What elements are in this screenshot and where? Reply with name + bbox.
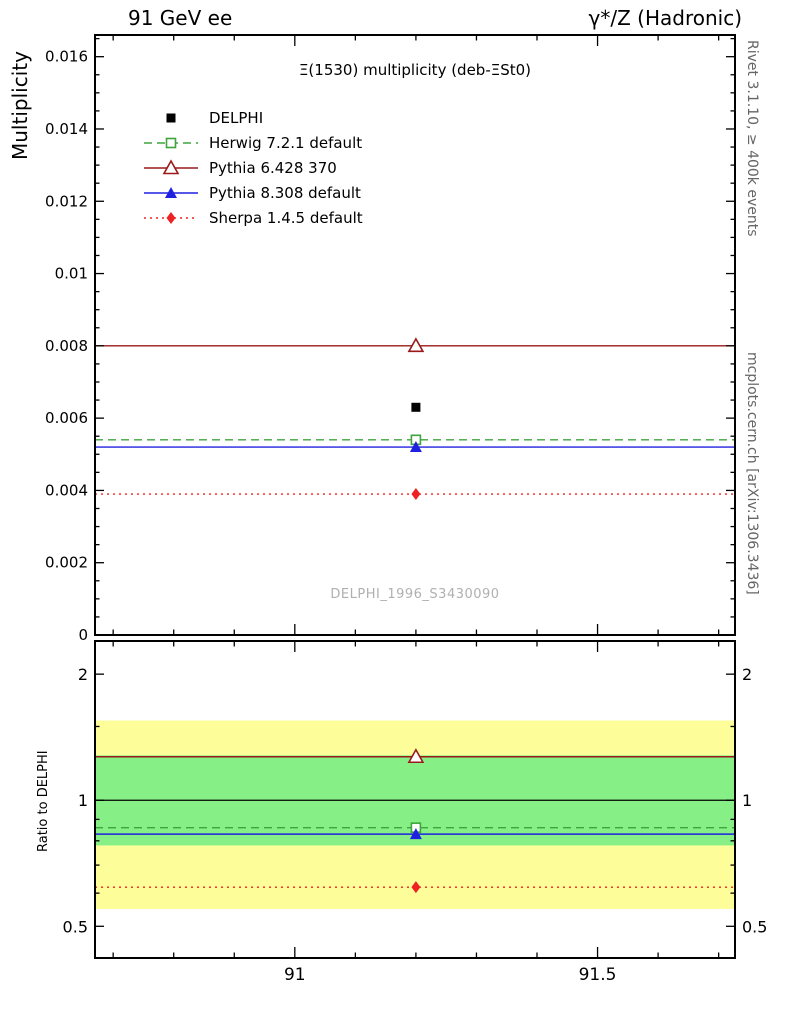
y-tick-label: 0.016 xyxy=(45,48,88,66)
ratio-tick-label: 2 xyxy=(78,665,88,684)
legend-label: DELPHI xyxy=(209,108,264,127)
ratio-tick-label-right: 2 xyxy=(742,665,752,684)
diamond-filled-icon xyxy=(411,488,421,501)
y-tick-label: 0.014 xyxy=(45,120,88,138)
y-axis-label: Multiplicity xyxy=(8,51,32,160)
triangle-filled-icon xyxy=(409,441,422,453)
legend-swatch xyxy=(166,113,176,122)
y-tick-label: 0.004 xyxy=(45,481,88,499)
triangle-filled-icon xyxy=(165,186,177,198)
square-filled-icon xyxy=(411,402,421,412)
legend-swatch xyxy=(144,158,198,174)
y-tick-label: 0.006 xyxy=(45,409,88,427)
ratio-panel-frame xyxy=(94,640,736,959)
triangle-open-icon xyxy=(407,337,425,353)
legend-swatch xyxy=(144,137,198,148)
ratio-tick-label-right: 1 xyxy=(742,791,752,810)
square-open-icon xyxy=(165,137,177,148)
legend-label: Herwig 7.2.1 default xyxy=(209,133,363,152)
y-tick-label: 0.01 xyxy=(55,265,88,283)
plot-title: Ξ(1530) multiplicity (deb-ΞSt0) xyxy=(298,61,532,79)
mcplots-cite-label: mcplots.cern.ch [arXiv:1306.3436] xyxy=(744,352,760,595)
rivet-version-label: Rivet 3.1.10, ≥ 400k events xyxy=(744,40,760,237)
x-tick-label: 91 xyxy=(284,965,306,985)
legend-item: Pythia 6.428 370 xyxy=(142,155,363,180)
legend-item: DELPHI xyxy=(142,105,363,130)
legend-swatch xyxy=(144,211,198,224)
y-tick-label: 0.002 xyxy=(45,554,88,572)
legend-swatch xyxy=(144,186,198,198)
ratio-tick-label: 0.5 xyxy=(63,917,88,936)
process-label: γ*/Z (Hadronic) xyxy=(588,6,742,30)
x-tick-label: 91.5 xyxy=(579,965,617,985)
ratio-tick-label-right: 0.5 xyxy=(742,917,767,936)
triangle-filled-icon xyxy=(409,828,422,840)
y-tick-label: 0 xyxy=(78,626,88,644)
triangle-open-icon xyxy=(162,158,180,174)
ratio-tick-label: 1 xyxy=(78,791,88,810)
legend-item: Sherpa 1.4.5 default xyxy=(142,205,363,230)
legend-item: Herwig 7.2.1 default xyxy=(142,130,363,155)
diamond-filled-icon xyxy=(166,211,176,224)
square-filled-icon xyxy=(166,113,176,122)
y-tick-label: 0.008 xyxy=(45,337,88,355)
ratio-axis-label: Ratio to DELPHI xyxy=(36,750,51,852)
legend: DELPHI Herwig 7.2.1 default Pythia 6.428 3… xyxy=(142,105,363,230)
analysis-id-watermark: DELPHI_1996_S3430090 xyxy=(330,587,500,602)
triangle-open-icon xyxy=(407,748,425,764)
main-panel-frame xyxy=(94,34,736,636)
y-tick-label: 0.012 xyxy=(45,192,88,210)
legend-label: Pythia 8.308 default xyxy=(209,183,361,202)
beam-energy-label: 91 GeV ee xyxy=(128,6,233,30)
legend-label: Pythia 6.428 370 xyxy=(209,158,337,177)
diamond-filled-icon xyxy=(411,881,421,894)
legend-item: Pythia 8.308 default xyxy=(142,180,363,205)
legend-label: Sherpa 1.4.5 default xyxy=(209,208,363,227)
